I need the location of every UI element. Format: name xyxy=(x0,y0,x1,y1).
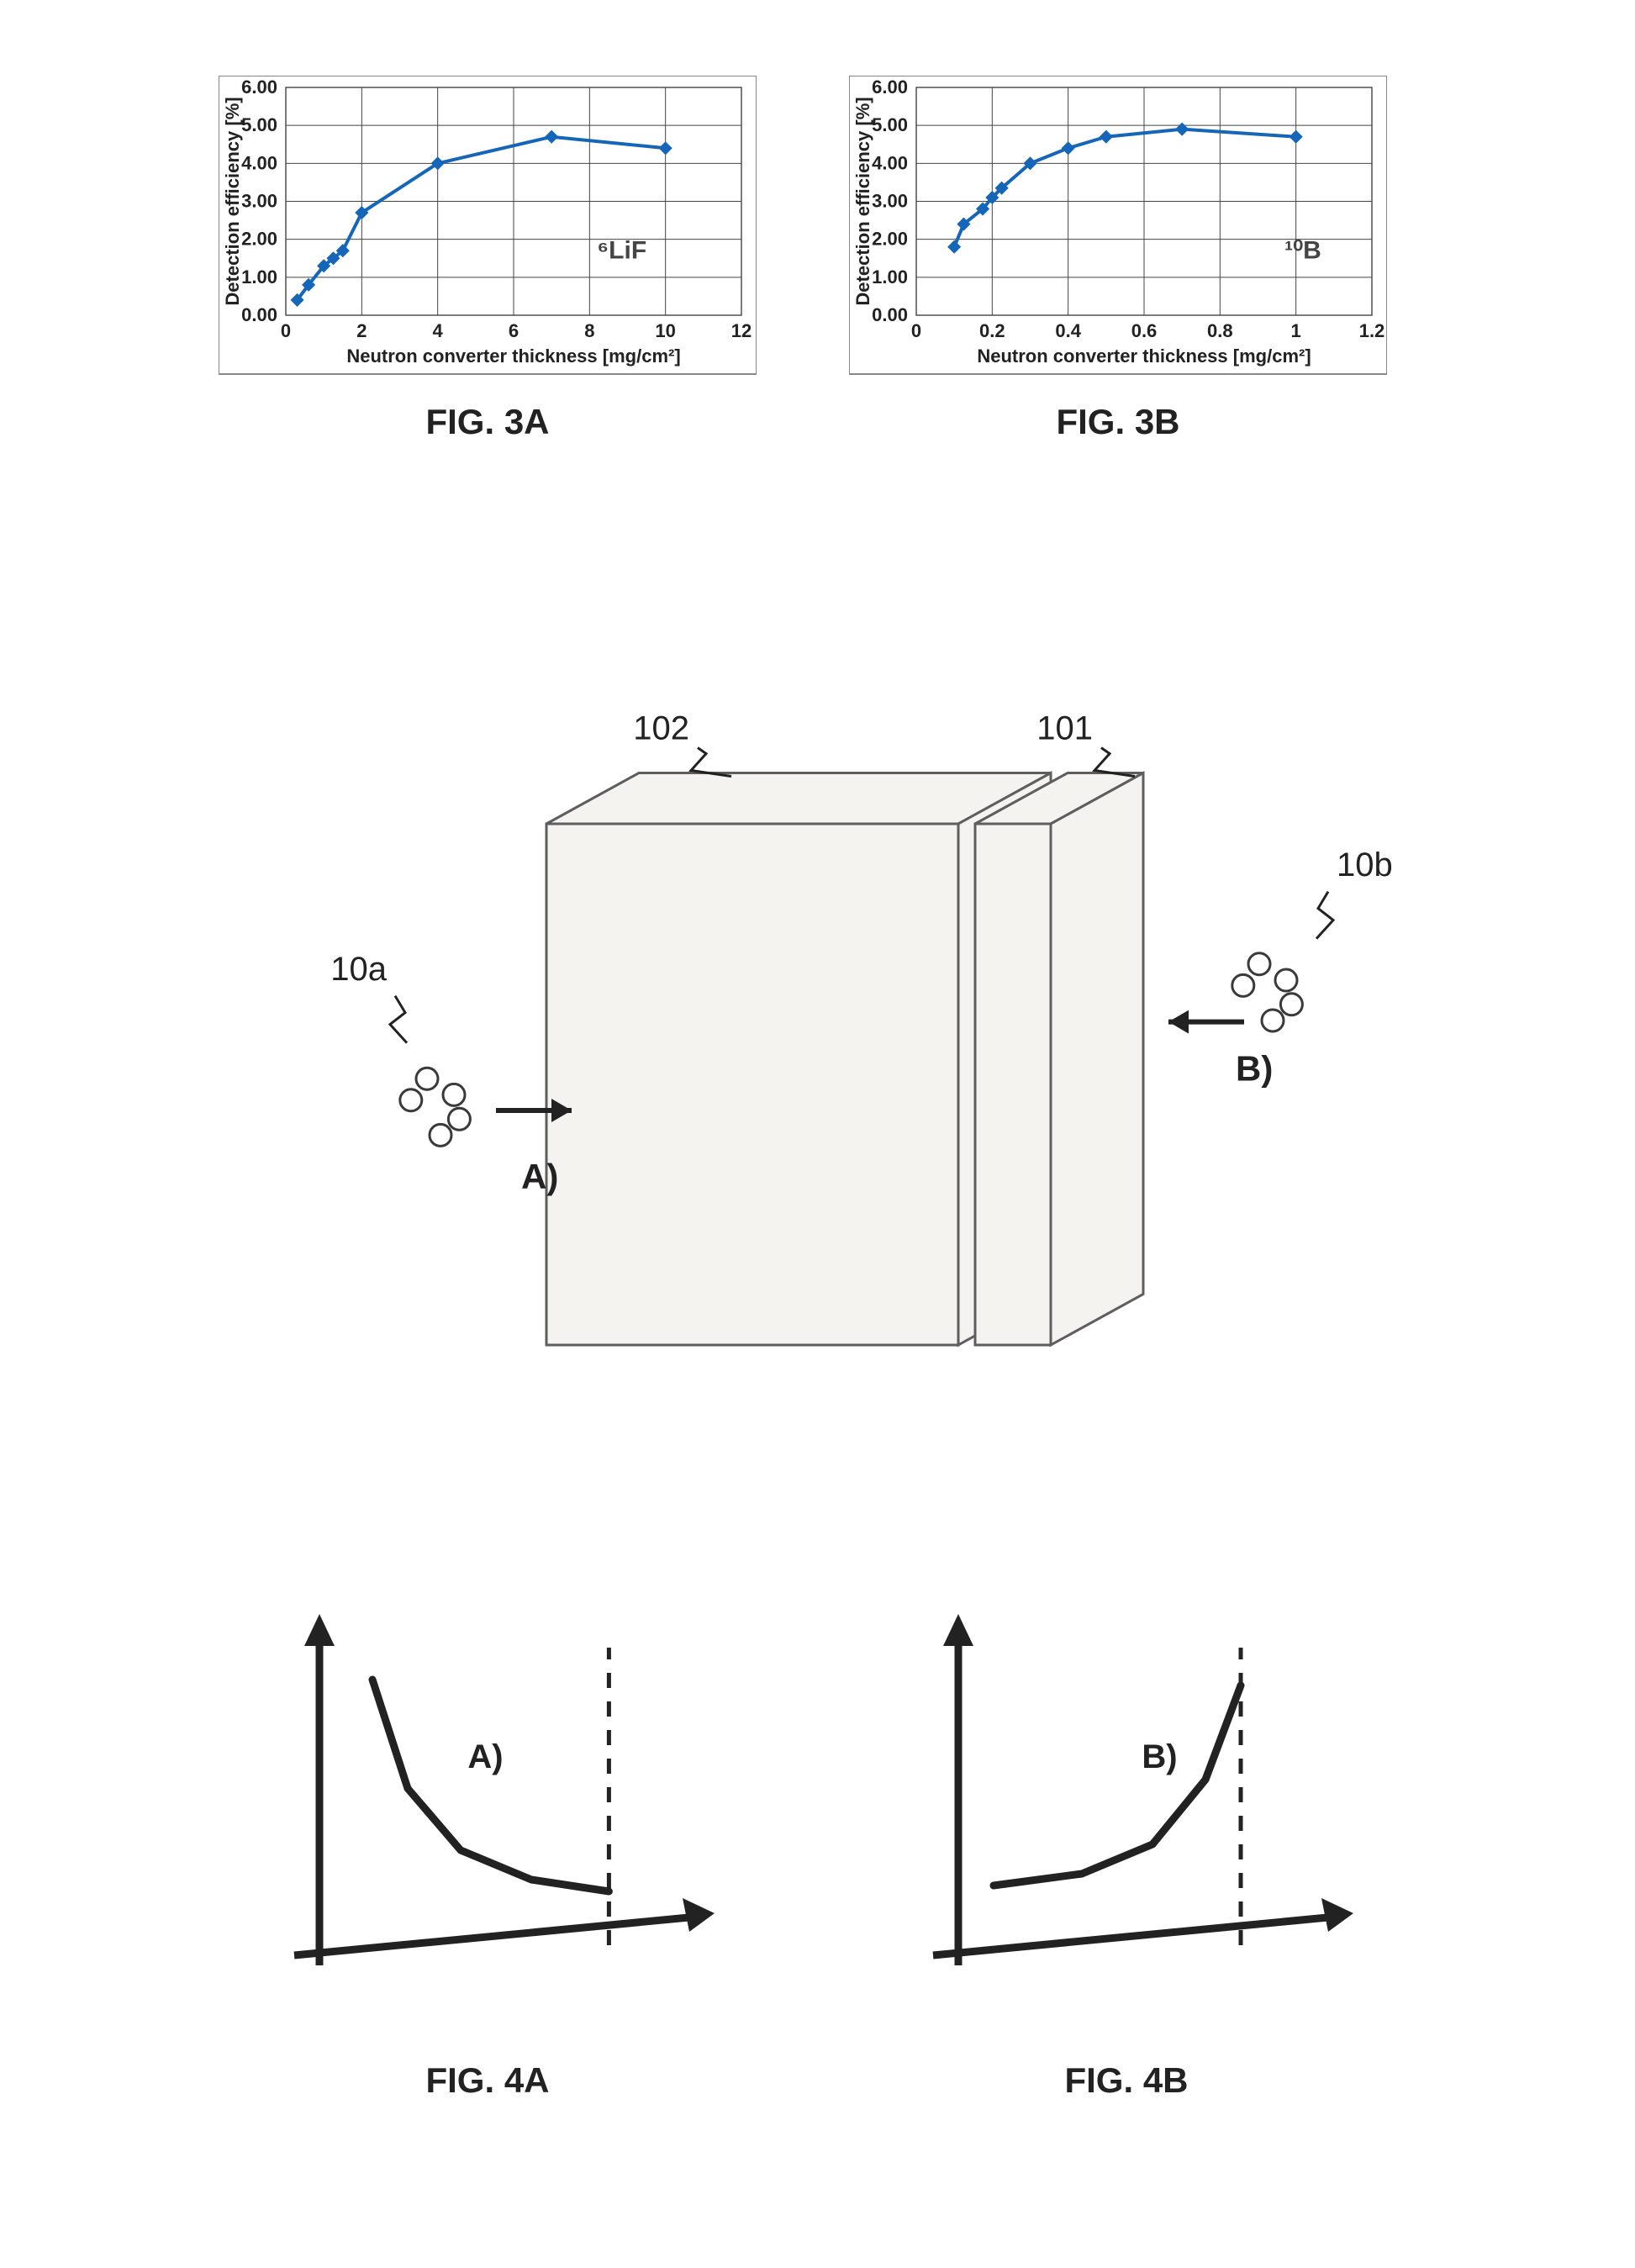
svg-text:6: 6 xyxy=(509,320,519,341)
fig3b-caption: FIG. 3B xyxy=(849,402,1387,442)
svg-text:1.00: 1.00 xyxy=(241,266,277,287)
page: 0.001.002.003.004.005.006.00024681012⁶Li… xyxy=(0,0,1635,2268)
svg-text:0.4: 0.4 xyxy=(1055,320,1081,341)
svg-text:B): B) xyxy=(1236,1049,1273,1089)
svg-text:3.00: 3.00 xyxy=(241,191,277,212)
svg-text:A): A) xyxy=(467,1738,503,1775)
fig3b-plot-area: 0.00 1.00 2.00 3.00 4.00 5.00 6.00 0 0.2 0.4 0.6 0.… xyxy=(852,76,1384,367)
fig4a-caption: FIG. 4A xyxy=(252,2060,723,2101)
svg-text:8: 8 xyxy=(584,320,594,341)
svg-text:12: 12 xyxy=(731,320,752,341)
svg-text:A): A) xyxy=(521,1157,558,1196)
diagram-svg: 102 101 10a A) 10b B) xyxy=(261,656,1404,1564)
fig4b-container: B) FIG. 4B xyxy=(891,1597,1362,2101)
svg-text:0.6: 0.6 xyxy=(1131,320,1158,341)
svg-text:2.00: 2.00 xyxy=(872,229,908,250)
svg-text:6.00: 6.00 xyxy=(241,76,277,98)
svg-text:10b: 10b xyxy=(1337,847,1393,883)
fig4a-group: A) xyxy=(294,1614,715,1965)
svg-text:Detection efficiency [%]: Detection efficiency [%] xyxy=(852,97,873,305)
fig4b-group: B) xyxy=(933,1614,1353,1965)
svg-text:102: 102 xyxy=(633,710,689,747)
svg-text:B): B) xyxy=(1142,1738,1177,1775)
fig3b-chart: 0.00 1.00 2.00 3.00 4.00 5.00 6.00 0 0.2 0.4 0.6 0.… xyxy=(849,76,1387,395)
svg-text:1.00: 1.00 xyxy=(872,266,908,287)
svg-text:101: 101 xyxy=(1036,710,1093,747)
svg-text:4.00: 4.00 xyxy=(872,152,908,173)
svg-text:¹⁰B: ¹⁰B xyxy=(1284,236,1321,264)
fig4a-plot: A) xyxy=(252,1597,723,2051)
svg-text:0.8: 0.8 xyxy=(1207,320,1233,341)
svg-text:Neutron converter thickness [m: Neutron converter thickness [mg/cm²] xyxy=(977,345,1311,367)
fig4-diagram: 102 101 10a A) 10b B) xyxy=(261,656,1404,1564)
svg-text:10: 10 xyxy=(655,320,675,341)
diagram-group: 102 101 10a A) 10b B) xyxy=(330,710,1393,1346)
svg-text:1.2: 1.2 xyxy=(1359,320,1385,341)
svg-text:2: 2 xyxy=(356,320,367,341)
svg-text:5.00: 5.00 xyxy=(872,114,908,135)
svg-text:0.00: 0.00 xyxy=(241,304,277,325)
svg-text:2.00: 2.00 xyxy=(241,229,277,250)
svg-text:0: 0 xyxy=(911,320,921,341)
fig3a-container: 0.00 1.00 2.00 3.00 4.00 5.00 6.00 0 2 4 6 8 10 12 ⁶Li… xyxy=(219,76,757,442)
fig3a-caption: FIG. 3A xyxy=(219,402,757,442)
fig4a-container: A) FIG. 4A xyxy=(252,1597,723,2101)
svg-text:10a: 10a xyxy=(330,951,387,988)
svg-text:1: 1 xyxy=(1291,320,1301,341)
svg-text:Neutron converter thickness [m: Neutron converter thickness [mg/cm²] xyxy=(346,345,680,367)
svg-text:0.00: 0.00 xyxy=(872,304,908,325)
svg-text:5.00: 5.00 xyxy=(241,114,277,135)
svg-text:6.00: 6.00 xyxy=(872,76,908,98)
svg-text:4.00: 4.00 xyxy=(241,152,277,173)
svg-text:0.2: 0.2 xyxy=(979,320,1005,341)
svg-text:3.00: 3.00 xyxy=(872,191,908,212)
svg-text:4: 4 xyxy=(433,320,444,341)
svg-text:⁶LiF: ⁶LiF xyxy=(597,236,646,264)
fig3a-plot-area: 0.00 1.00 2.00 3.00 4.00 5.00 6.00 0 2 4 6 8 10 12 ⁶Li… xyxy=(222,76,752,367)
fig4b-plot: B) xyxy=(891,1597,1362,2051)
fig4b-caption: FIG. 4B xyxy=(891,2060,1362,2101)
svg-text:Detection efficiency [%]: Detection efficiency [%] xyxy=(222,97,243,305)
fig3a-chart: 0.00 1.00 2.00 3.00 4.00 5.00 6.00 0 2 4 6 8 10 12 ⁶Li… xyxy=(219,76,757,395)
svg-text:0: 0 xyxy=(281,320,291,341)
fig3b-container: 0.00 1.00 2.00 3.00 4.00 5.00 6.00 0 0.2 0.4 0.6 0.… xyxy=(849,76,1387,442)
